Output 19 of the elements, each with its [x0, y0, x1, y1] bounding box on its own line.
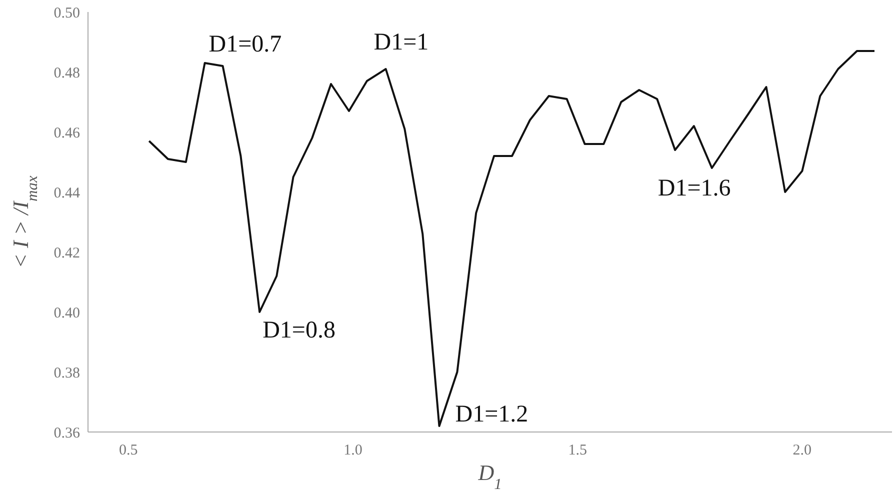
x-tick-label: 1.0	[344, 442, 362, 459]
y-tick-label: 0.44	[54, 185, 80, 202]
y-tick-label: 0.42	[54, 245, 80, 262]
annotation: D1=1.6	[658, 176, 731, 202]
y-tick-label: 0.40	[54, 305, 80, 322]
annotation: D1=1.2	[455, 402, 528, 428]
y-tick-label: 0.36	[54, 425, 80, 442]
y-tick-label: 0.38	[54, 365, 80, 382]
y-tick-label: 0.50	[54, 5, 80, 22]
x-tick-label: 0.5	[119, 442, 138, 459]
x-axis-title: D$_{1}$	[477, 460, 502, 491]
annotation: D1=0.7	[208, 32, 282, 58]
y-tick-label: 0.46	[54, 125, 80, 142]
y-tick-label: 0.48	[54, 65, 80, 82]
line-series	[148, 50, 876, 427]
x-tick-label: 1.5	[568, 442, 587, 459]
annotation: D1=1	[374, 30, 429, 56]
x-tick-label: 2.0	[792, 442, 812, 459]
annotation: D1=0.8	[262, 318, 336, 344]
